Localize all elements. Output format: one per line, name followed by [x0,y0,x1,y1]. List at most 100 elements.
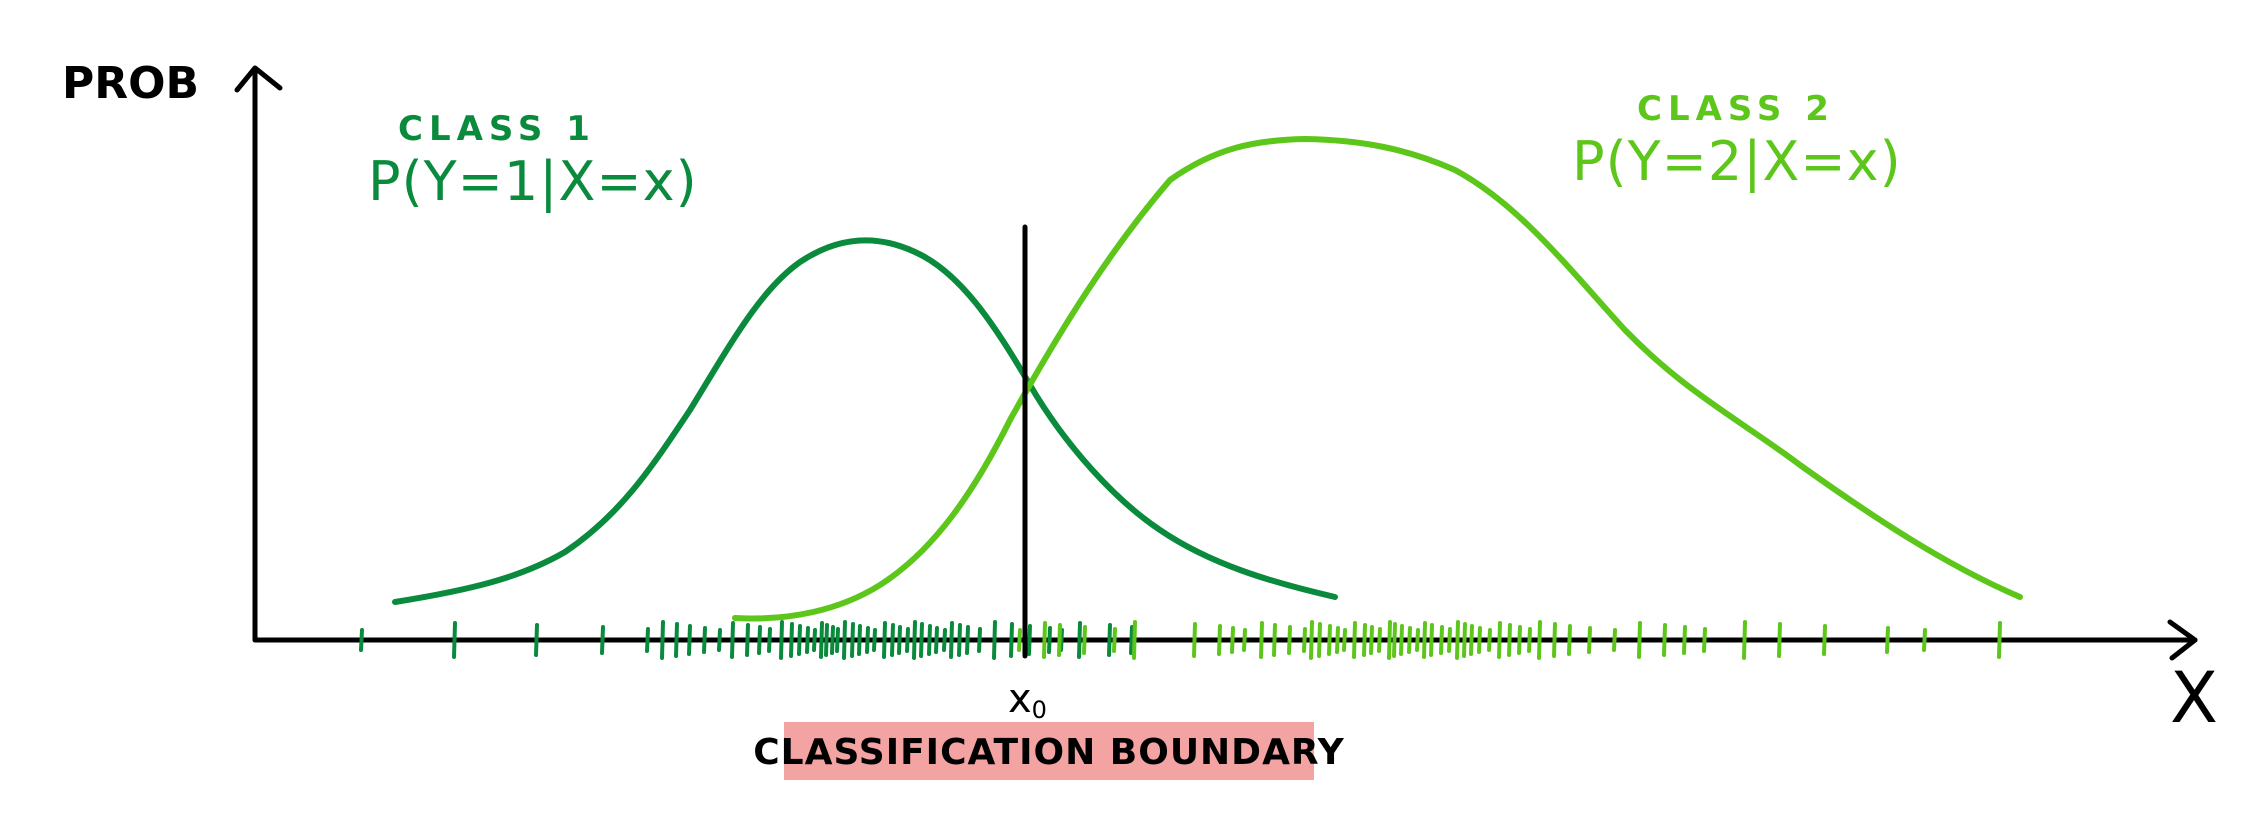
class2-sample-tick [1997,621,2002,659]
class1-sample-tick [857,624,862,656]
class1-sample-tick [359,628,364,652]
class1-sample-tick [905,627,910,653]
class1-sample-tick [897,625,902,655]
class2-sample-tick [1777,622,1782,658]
class2-sample-tick [1335,626,1340,654]
class1-sample-tick [992,620,997,660]
class2-sample-tick [1230,626,1235,654]
class2-sample-tick [1377,627,1382,653]
boundary-x-marker: x0 [1008,676,1047,724]
class2-sample-tick [1885,626,1890,654]
class1-sample-tick [865,626,870,654]
class2-sample-tick [1242,628,1247,652]
class2-sample-tick [1682,625,1687,655]
class1-sample-tick [767,627,772,653]
class2-sample-tick [1272,623,1277,657]
class1-sample-tick [789,622,794,658]
class1-sample-ticks [359,620,1134,660]
class2-sample-tick [1469,624,1474,656]
class1-sample-tick [805,626,810,654]
class1-sample-tick [934,626,939,654]
class1-sample-tick [1009,622,1014,658]
class2-sample-tick [1477,626,1482,654]
class2-sample-tick [1392,622,1397,658]
class1-sample-tick [1107,623,1112,657]
class2-sample-tick [1822,624,1827,656]
class1-sample-tick [912,620,917,660]
class2-sample-tick [1702,627,1707,653]
class2-sample-tick [1455,620,1460,660]
class1-sample-tick [757,625,762,655]
class2-sample-tick [1497,621,1502,659]
class2-sample-tick [1462,622,1467,658]
class2-sample-tick [1662,623,1667,657]
class1-sample-tick [957,623,962,657]
class1-sample-tick [702,626,707,654]
class1-sample-tick [819,621,824,659]
class2-sample-tick [1082,625,1087,655]
class1-sample-tick [850,622,855,658]
class2-sample-ticks [1017,620,2002,660]
class2-sample-tick [1302,627,1307,653]
class2-sample-tick [1447,627,1452,653]
class1-sample-tick [687,624,692,656]
class1-sample-tick [645,627,650,653]
class1-sample-tick [842,620,847,660]
class2-sample-tick [1399,624,1404,656]
boundary-label: CLASSIFICATION BOUNDARY [753,732,1345,773]
class2-formula: P(Y=2|X=x) [1572,130,1902,193]
y-axis-label: PROB [62,58,199,109]
class2-sample-tick [1552,622,1557,658]
class2-sample-tick [1042,621,1047,659]
class2-title: CLASS 2 [1637,89,1835,129]
class2-sample-tick [1342,628,1347,652]
class2-sample-tick [1259,621,1264,659]
y-axis-arrowhead [234,65,283,93]
class2-sample-tick [1309,620,1314,660]
class1-sample-tick [730,621,735,659]
class1-sample-tick [674,622,679,658]
class1-sample-tick [797,624,802,656]
class1-sample-tick [977,627,982,653]
class1-sample-tick [452,621,457,659]
class2-sample-tick [1637,621,1642,659]
class2-sample-tick [1387,620,1392,660]
x-axis-label: X [2170,657,2218,739]
class1-sample-tick [1047,626,1052,654]
class1-sample-tick [1027,624,1032,656]
class1-sample-tick [812,628,817,652]
class1-sample-tick [745,623,750,657]
class2-sample-tick [1192,622,1197,658]
class2-sample-tick [1527,627,1532,653]
class2-sample-tick [1922,628,1927,652]
class2-sample-tick [1587,626,1592,654]
class2-sample-tick [1362,623,1367,657]
class1-sample-tick [600,625,605,655]
class2-sample-tick [1439,625,1444,655]
class1-formula: P(Y=1|X=x) [368,150,698,213]
class1-sample-tick [534,623,539,657]
class1-sample-tick [717,628,722,652]
class2-sample-tick [1507,623,1512,657]
boundary-x-symbol: x [1008,676,1032,722]
class2-sample-tick [1537,620,1542,660]
class2-sample-tick [1429,623,1434,657]
class2-sample-tick [1487,628,1492,652]
class2-sample-tick [1327,624,1332,656]
boundary-x-subscript: 0 [1032,696,1047,724]
class1-sample-tick [779,620,784,660]
class1-sample-tick [1129,625,1134,655]
class1-sample-tick [1077,621,1082,659]
class2-sample-tick [1612,628,1617,652]
class2-sample-tick [1217,624,1222,656]
class1-title: CLASS 1 [398,109,596,149]
class1-sample-tick [919,622,924,658]
class2-sample-tick [1132,620,1137,660]
class1-curve [392,237,1338,605]
class2-sample-tick [1415,628,1420,652]
class2-sample-tick [1422,621,1427,659]
class2-sample-tick [1742,620,1747,660]
class2-sample-tick [1567,624,1572,656]
class1-sample-tick [660,620,665,660]
